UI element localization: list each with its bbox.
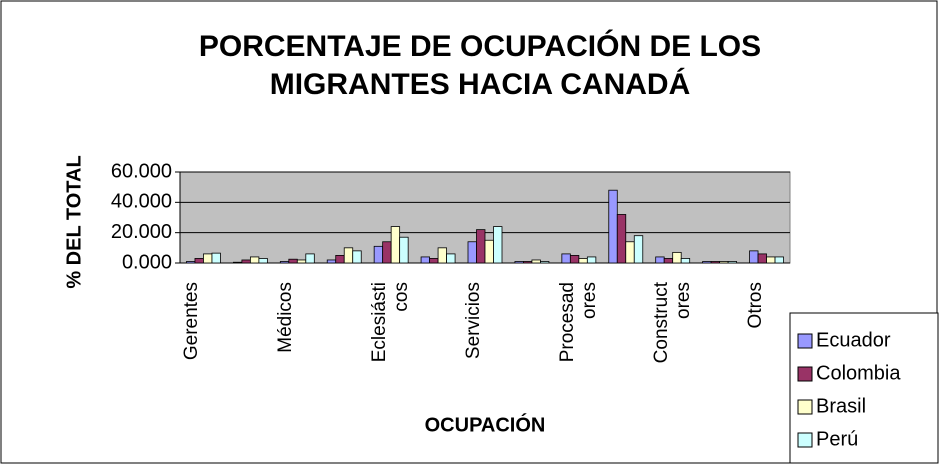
bar bbox=[335, 255, 345, 264]
bar bbox=[540, 261, 550, 264]
bar bbox=[672, 251, 682, 264]
bar bbox=[766, 256, 776, 264]
bar bbox=[467, 241, 477, 264]
bar bbox=[446, 253, 456, 264]
legend-label: Brasil bbox=[816, 395, 866, 417]
bar bbox=[493, 226, 503, 264]
bar bbox=[702, 261, 712, 264]
bar bbox=[258, 258, 268, 264]
bar bbox=[382, 241, 392, 264]
legend-box bbox=[789, 312, 939, 464]
bar bbox=[774, 256, 784, 264]
bar bbox=[608, 189, 618, 264]
bar bbox=[186, 261, 196, 264]
bar bbox=[194, 258, 204, 264]
bar bbox=[484, 239, 494, 264]
bar bbox=[531, 259, 541, 264]
bar bbox=[437, 247, 447, 264]
y-tick-label: 20.000 bbox=[111, 221, 172, 243]
x-tick-label: Eclesiásticos bbox=[369, 282, 413, 363]
bar bbox=[390, 226, 401, 264]
bar bbox=[296, 259, 307, 264]
legend-label: Perú bbox=[816, 428, 858, 450]
x-tick-label: Gerentes bbox=[181, 282, 203, 361]
bar bbox=[514, 261, 524, 264]
bar bbox=[279, 261, 290, 264]
bar bbox=[249, 256, 260, 264]
bar bbox=[288, 258, 298, 264]
y-axis-title: % DEL TOTAL bbox=[63, 155, 85, 288]
legend-swatch bbox=[797, 399, 813, 415]
bar bbox=[429, 258, 439, 264]
y-tick-label: 60.000 bbox=[111, 160, 172, 182]
legend-label: Ecuador bbox=[816, 329, 891, 351]
legend-label: Colombia bbox=[816, 362, 901, 384]
bar bbox=[616, 214, 627, 264]
x-tick-label: Servicios bbox=[463, 282, 484, 360]
bar bbox=[420, 256, 430, 264]
y-tick-label: 40.000 bbox=[111, 191, 172, 213]
bar bbox=[663, 258, 674, 264]
bar bbox=[719, 261, 729, 264]
bar bbox=[749, 250, 759, 264]
x-tick-label: Procesadores bbox=[556, 282, 600, 363]
bar bbox=[352, 250, 362, 264]
bar bbox=[305, 253, 315, 264]
bar bbox=[373, 245, 384, 264]
bar bbox=[232, 261, 243, 264]
bar bbox=[399, 236, 409, 264]
x-axis-title: OCUPACIÓN bbox=[425, 412, 546, 436]
legend-swatch bbox=[797, 432, 813, 448]
bar bbox=[757, 253, 767, 264]
bar bbox=[655, 256, 665, 264]
chart-title: PORCENTAJE DE OCUPACIÓN DE LOS MIGRANTES… bbox=[198, 30, 762, 101]
bar bbox=[203, 253, 213, 264]
bar bbox=[326, 259, 337, 264]
legend-swatch bbox=[797, 366, 813, 382]
bar bbox=[586, 256, 597, 264]
x-tick-label: Médicos bbox=[275, 282, 297, 353]
x-tick-label: Otros bbox=[744, 282, 766, 329]
bar bbox=[710, 261, 721, 264]
bar bbox=[211, 252, 221, 264]
bar bbox=[343, 247, 354, 264]
bar bbox=[727, 261, 738, 264]
bar bbox=[523, 261, 533, 264]
y-tick-label: 0.000 bbox=[122, 251, 172, 273]
bar bbox=[476, 229, 486, 264]
bar bbox=[578, 258, 588, 264]
x-tick-label: Constructores bbox=[650, 282, 694, 364]
bar bbox=[241, 259, 251, 264]
bar bbox=[625, 241, 635, 264]
bar bbox=[633, 235, 644, 264]
bar bbox=[680, 258, 691, 264]
bar bbox=[569, 255, 580, 264]
bar bbox=[561, 253, 571, 264]
legend-swatch bbox=[797, 333, 813, 349]
